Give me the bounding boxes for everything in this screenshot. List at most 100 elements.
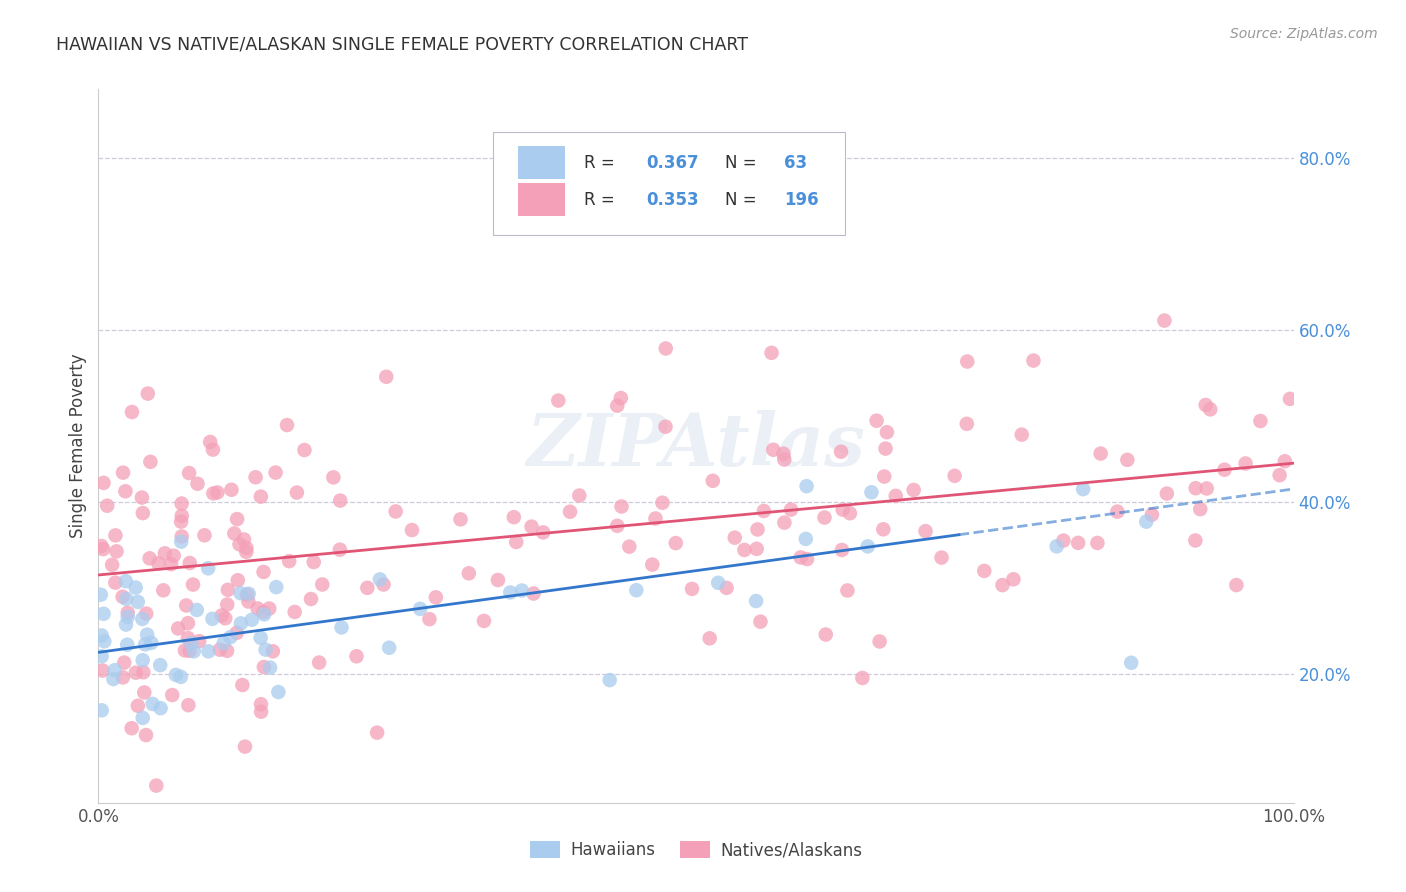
Point — [322, 470, 344, 484]
Text: 0.353: 0.353 — [645, 191, 699, 209]
Point — [235, 545, 257, 559]
Point — [346, 649, 368, 664]
FancyBboxPatch shape — [494, 132, 845, 235]
Point — [90, 703, 112, 717]
Point — [531, 525, 554, 540]
Point — [733, 543, 755, 558]
Point — [264, 466, 287, 480]
Point — [138, 551, 160, 566]
Point — [149, 701, 172, 715]
Point — [762, 442, 785, 457]
Point — [91, 664, 114, 678]
Point — [522, 586, 544, 600]
Point — [368, 573, 391, 587]
Point — [114, 484, 136, 499]
Point — [233, 739, 256, 754]
Text: R =: R = — [583, 153, 620, 171]
Point — [1225, 578, 1247, 592]
Point — [1278, 392, 1301, 406]
Point — [229, 586, 252, 600]
Point — [1116, 453, 1139, 467]
Point — [135, 607, 157, 621]
Point — [149, 658, 172, 673]
Point — [1011, 427, 1033, 442]
Point — [665, 536, 688, 550]
Point — [228, 537, 250, 551]
Point — [457, 566, 479, 581]
Point — [356, 581, 378, 595]
Point — [876, 425, 898, 440]
Point — [131, 491, 153, 505]
Point — [177, 616, 200, 631]
Point — [724, 531, 747, 545]
Point — [903, 483, 925, 497]
Point — [831, 502, 853, 516]
Point — [249, 631, 271, 645]
Point — [180, 636, 202, 650]
Point — [284, 605, 307, 619]
Point — [201, 442, 224, 457]
Point — [121, 721, 143, 735]
Point — [285, 485, 308, 500]
Point — [308, 656, 330, 670]
Point — [716, 581, 738, 595]
Point — [197, 561, 219, 575]
Point — [606, 399, 628, 413]
Point — [127, 595, 149, 609]
Point — [125, 665, 148, 680]
Text: 0.367: 0.367 — [645, 153, 699, 171]
Point — [425, 591, 447, 605]
Point — [252, 565, 274, 579]
Point — [136, 386, 159, 401]
Point — [956, 417, 979, 431]
Point — [1234, 457, 1257, 471]
Point — [177, 698, 200, 713]
Point — [931, 550, 953, 565]
Point — [865, 414, 887, 428]
Point — [747, 523, 769, 537]
Point — [330, 620, 353, 634]
Point — [831, 543, 853, 558]
Point — [179, 556, 201, 570]
Point — [96, 499, 118, 513]
Point — [1189, 502, 1212, 516]
Point — [838, 506, 860, 520]
Point — [170, 670, 193, 684]
Point — [794, 532, 817, 546]
Point — [134, 685, 156, 699]
Point — [238, 594, 260, 608]
Point — [1156, 486, 1178, 500]
Point — [219, 630, 242, 644]
Point — [90, 628, 112, 642]
Point — [193, 528, 215, 542]
Point — [170, 508, 193, 523]
Point — [610, 500, 633, 514]
Point — [409, 602, 432, 616]
Point — [114, 574, 136, 589]
Point — [127, 698, 149, 713]
Point — [401, 523, 423, 537]
Point — [136, 627, 159, 641]
Point — [599, 673, 621, 687]
Point — [745, 594, 768, 608]
Point — [884, 489, 907, 503]
Point — [991, 578, 1014, 592]
Point — [115, 591, 138, 606]
Point — [197, 644, 219, 658]
Point — [773, 452, 796, 467]
Point — [111, 590, 134, 604]
Point — [872, 522, 894, 536]
Point — [259, 601, 281, 615]
Point — [211, 608, 233, 623]
Point — [1184, 533, 1206, 548]
Point — [830, 444, 852, 458]
Point — [93, 634, 115, 648]
Point — [651, 496, 673, 510]
Point — [91, 542, 114, 557]
Point — [224, 526, 246, 541]
Point — [229, 616, 252, 631]
Point — [186, 476, 208, 491]
Point — [170, 515, 193, 529]
Point — [450, 512, 472, 526]
Point — [1022, 353, 1045, 368]
